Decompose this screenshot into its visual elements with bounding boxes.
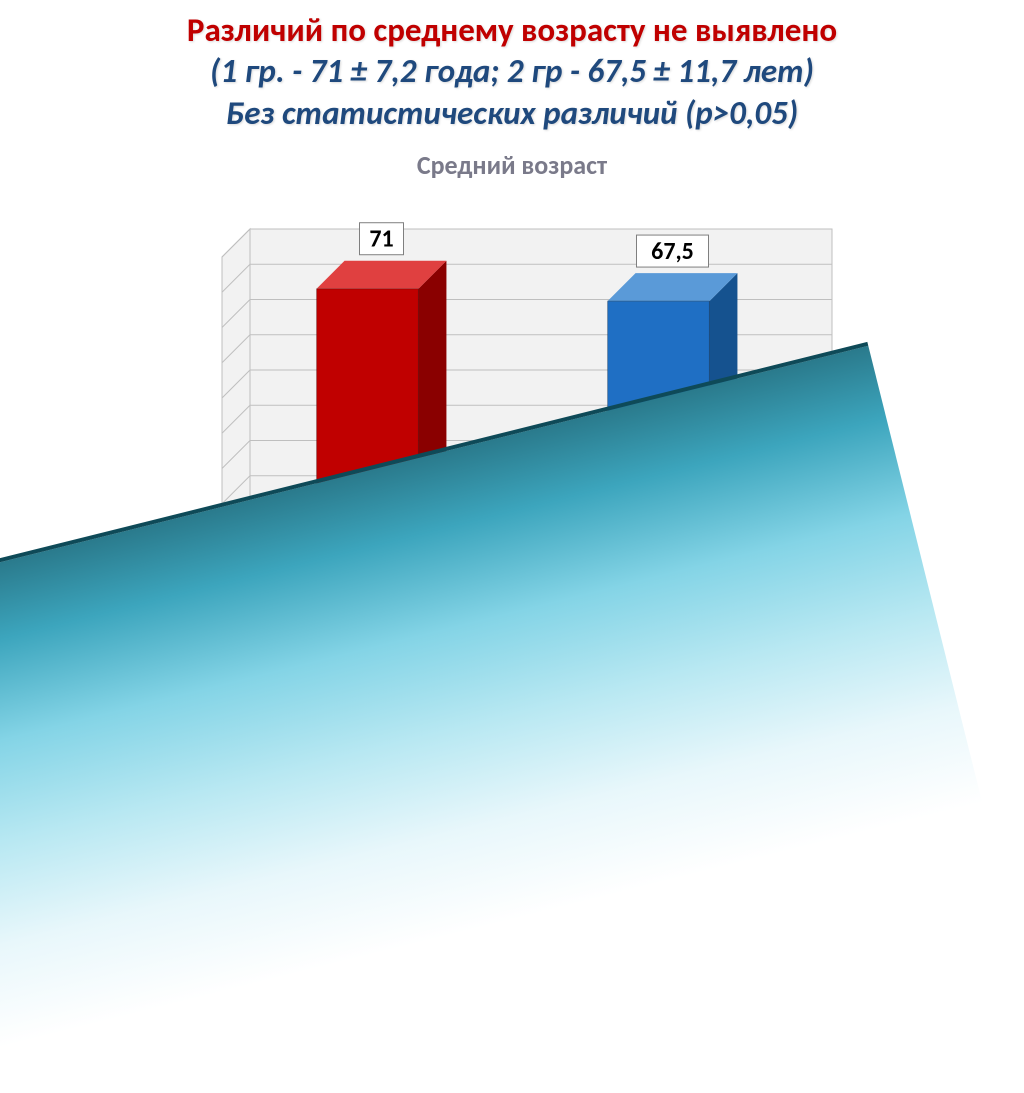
svg-text:67,5: 67,5 xyxy=(651,237,694,266)
svg-text:71: 71 xyxy=(369,224,393,253)
title-line-2: (1 гр. - 71 ± 7,2 года; 2 гр - 67,5 ± 11… xyxy=(40,51,984,92)
decorative-stripe xyxy=(0,342,988,1093)
chart-title: Средний возраст xyxy=(152,149,872,181)
title-line-1: Различий по среднему возрасту не выявлен… xyxy=(40,10,984,51)
slide-title: Различий по среднему возрасту не выявлен… xyxy=(0,0,1024,134)
title-line-3: Без статистических различий (p>0,05) xyxy=(40,93,984,134)
